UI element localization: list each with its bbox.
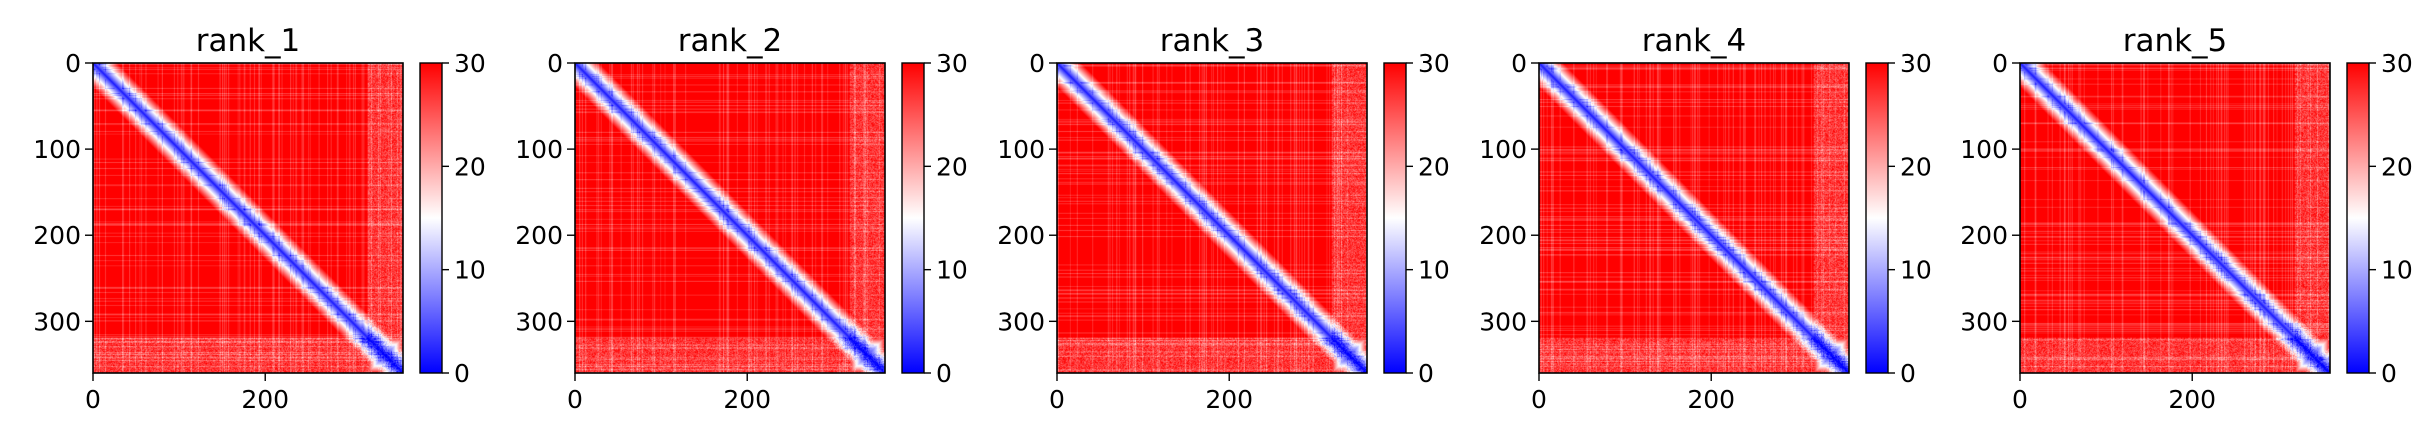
- colorbar-tick-label: 10: [454, 256, 486, 285]
- colorbar-tick-label: 20: [936, 152, 968, 181]
- y-tick-label: 100: [1479, 135, 1527, 164]
- colorbar-tick-label: 10: [2381, 256, 2413, 285]
- heatmap-frame: [1538, 62, 1850, 374]
- colorbar-frame: [2346, 62, 2370, 374]
- colorbar-tick-label: 30: [1418, 49, 1450, 78]
- colorbar-tick-label: 0: [1418, 359, 1434, 388]
- subplot-rank_5: rank_5 0 100 200 300 0 200 0 10 20 30: [1960, 23, 2413, 414]
- colorbar: [1384, 63, 1406, 373]
- heatmap-frame: [2019, 62, 2331, 374]
- heatmap-image: [93, 63, 403, 373]
- heatmap-image: [575, 63, 885, 373]
- colorbar-tick-label: 30: [454, 49, 486, 78]
- x-tick-label: 0: [2012, 385, 2028, 414]
- x-tick-label: 0: [1531, 385, 1547, 414]
- y-tick-label: 0: [547, 49, 563, 78]
- colorbar-tick-label: 30: [1900, 49, 1932, 78]
- y-tick-label: 300: [515, 307, 563, 336]
- colorbar-tick-label: 10: [1418, 256, 1450, 285]
- y-tick-label: 300: [1960, 307, 2008, 336]
- y-tick-label: 200: [515, 221, 563, 250]
- subplot-rank_2: rank_2 0 100 200 300 0 200 0 10 20 30: [515, 23, 968, 414]
- heatmap-image: [2020, 63, 2330, 373]
- heatmap-frame: [574, 62, 886, 374]
- y-tick-label: 300: [997, 307, 1045, 336]
- y-tick-label: 100: [33, 135, 81, 164]
- colorbar-tick-label: 0: [936, 359, 952, 388]
- subplot-rank_3: rank_3 0 100 200 300 0 200 0 10 20 30: [997, 23, 1450, 414]
- heatmap-frame: [92, 62, 404, 374]
- y-tick-label: 0: [65, 49, 81, 78]
- colorbar: [2347, 63, 2369, 373]
- x-tick-label: 200: [2168, 385, 2216, 414]
- x-tick-label: 0: [85, 385, 101, 414]
- y-tick-label: 200: [33, 221, 81, 250]
- colorbar-tick-label: 0: [1900, 359, 1916, 388]
- heatmap-image: [1539, 63, 1849, 373]
- y-tick-label: 0: [1992, 49, 2008, 78]
- subplot-title: rank_4: [1642, 23, 1747, 59]
- y-tick-label: 0: [1511, 49, 1527, 78]
- colorbar-tick-label: 20: [2381, 152, 2413, 181]
- subplot-rank_1: rank_1 0 100 200 300 0 200 0 10 20 30: [33, 23, 486, 414]
- subplot-title: rank_5: [2123, 23, 2228, 59]
- y-tick-label: 200: [1479, 221, 1527, 250]
- subplot-rank_4: rank_4 0 100 200 300 0 200 0 10 20 30: [1479, 23, 1932, 414]
- x-tick-label: 200: [241, 385, 289, 414]
- colorbar-frame: [1865, 62, 1889, 374]
- colorbar-tick-label: 0: [454, 359, 470, 388]
- colorbar-frame: [1383, 62, 1407, 374]
- colorbar-tick-label: 10: [936, 256, 968, 285]
- subplot-title: rank_3: [1160, 23, 1265, 59]
- y-tick-label: 300: [33, 307, 81, 336]
- y-tick-label: 0: [1029, 49, 1045, 78]
- y-tick-label: 200: [1960, 221, 2008, 250]
- x-tick-label: 200: [1205, 385, 1253, 414]
- subplot-title: rank_2: [678, 23, 783, 59]
- heatmap-frame: [1056, 62, 1368, 374]
- y-tick-label: 200: [997, 221, 1045, 250]
- colorbar-tick-label: 20: [454, 152, 486, 181]
- x-tick-label: 0: [1049, 385, 1065, 414]
- y-tick-label: 100: [515, 135, 563, 164]
- x-tick-label: 200: [723, 385, 771, 414]
- colorbar-frame: [901, 62, 925, 374]
- y-tick-label: 100: [997, 135, 1045, 164]
- y-tick-label: 100: [1960, 135, 2008, 164]
- colorbar-tick-label: 20: [1900, 152, 1932, 181]
- x-tick-label: 0: [567, 385, 583, 414]
- colorbar: [902, 63, 924, 373]
- subplot-title: rank_1: [196, 23, 301, 59]
- colorbar: [420, 63, 442, 373]
- colorbar-tick-label: 30: [2381, 49, 2413, 78]
- x-tick-label: 200: [1687, 385, 1735, 414]
- colorbar-tick-label: 10: [1900, 256, 1932, 285]
- colorbar-tick-label: 30: [936, 49, 968, 78]
- colorbar-tick-label: 0: [2381, 359, 2397, 388]
- heatmap-image: [1057, 63, 1367, 373]
- y-tick-label: 300: [1479, 307, 1527, 336]
- colorbar: [1866, 63, 1888, 373]
- colorbar-tick-label: 20: [1418, 152, 1450, 181]
- colorbar-frame: [419, 62, 443, 374]
